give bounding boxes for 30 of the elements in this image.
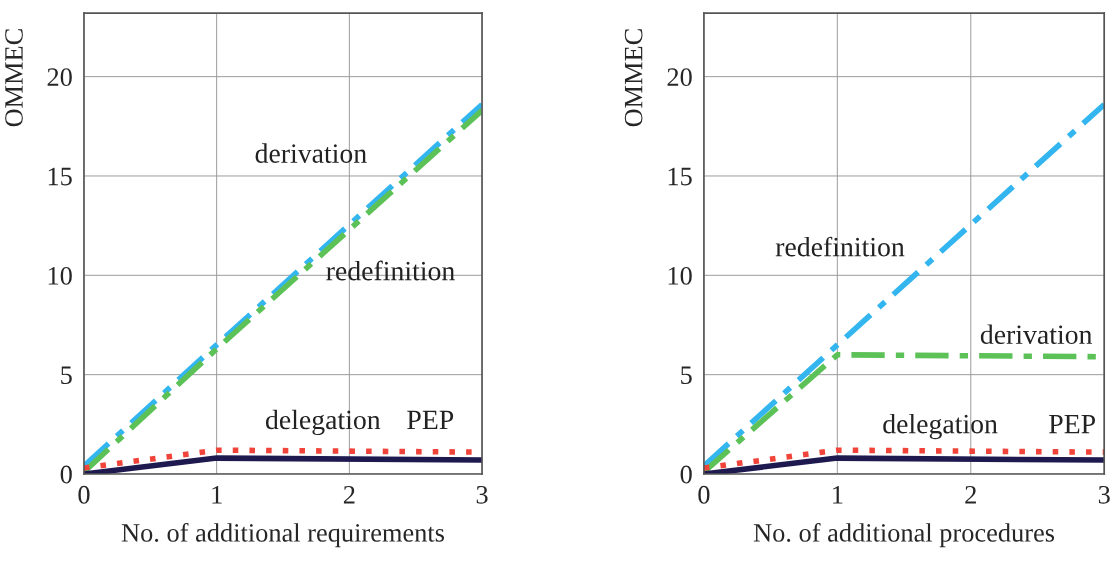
x-tick-label: 2: [343, 485, 355, 504]
series-label: derivation: [255, 143, 367, 163]
x-axis-title: No. of additional procedures: [753, 522, 1055, 548]
x-axis-title: No. of additional requirements: [121, 522, 444, 548]
y-tick-label: 5: [681, 366, 692, 385]
y-tick-label: 10: [668, 266, 692, 285]
x-tick-label: 0: [698, 485, 710, 504]
series-label: redefinition: [775, 236, 905, 257]
y-axis-title: OMMEC: [5, 29, 23, 127]
y-tick-label: 0: [60, 465, 72, 484]
series-label: derivation: [980, 324, 1093, 345]
series-label: redefinition: [326, 260, 455, 281]
x-tick-label: 1: [833, 486, 843, 504]
x-tick-label: 3: [1098, 485, 1110, 504]
y-tick-label: 20: [667, 68, 692, 87]
series-label: delegation: [265, 409, 381, 436]
y-tick-label: 10: [48, 266, 72, 285]
x-tick-label: 3: [476, 485, 488, 504]
y-tick-label: 0: [680, 465, 692, 484]
x-tick-label: 0: [78, 485, 90, 504]
series-label: PEP: [1049, 415, 1096, 434]
y-tick-label: 15: [668, 167, 692, 186]
y-axis-title: OMMEC: [624, 29, 643, 127]
series-label: delegation: [883, 413, 998, 440]
x-tick-label: 2: [965, 485, 976, 504]
y-tick-label: 15: [48, 167, 72, 186]
series-label: PEP: [407, 410, 454, 430]
x-tick-label: 1: [212, 486, 222, 504]
y-tick-label: 5: [61, 366, 72, 385]
y-tick-label: 20: [47, 68, 72, 87]
